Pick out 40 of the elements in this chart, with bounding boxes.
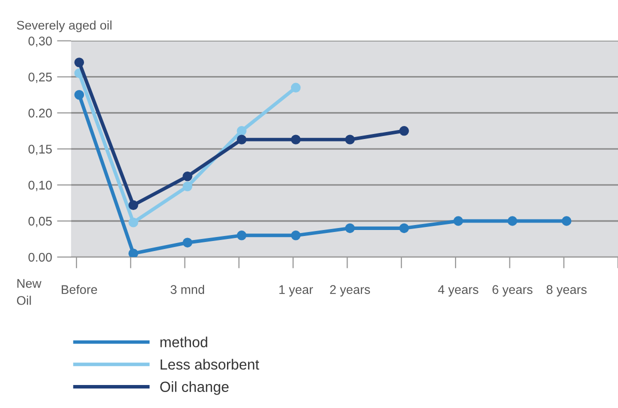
point xyxy=(236,134,247,144)
text: New Oil xyxy=(16,279,42,305)
point xyxy=(453,216,464,226)
x-tick-label: 6 years xyxy=(492,285,532,296)
legend-label: Less absorbent xyxy=(160,358,260,370)
point xyxy=(128,200,138,210)
point xyxy=(399,223,409,234)
point xyxy=(562,216,572,226)
point xyxy=(345,223,355,234)
point xyxy=(290,134,301,144)
point xyxy=(182,238,192,248)
x-tick-label: 3 mnd xyxy=(170,284,204,294)
y-tick-label: 0,15 xyxy=(28,144,52,156)
point xyxy=(508,216,518,226)
point xyxy=(128,248,138,258)
point xyxy=(128,218,138,228)
legend-label: Oil change xyxy=(160,381,229,395)
x-tick-label: 1 year xyxy=(279,285,313,296)
y-tick-label: 0.00 xyxy=(28,252,52,262)
point xyxy=(236,230,247,240)
point xyxy=(399,126,409,136)
legend-label: method xyxy=(160,336,208,348)
point xyxy=(182,182,192,192)
point xyxy=(236,126,247,136)
x-tick-label: 8 years xyxy=(546,285,587,296)
y-tick-label: 0.20 xyxy=(28,108,52,118)
x-tick-label: 2 years xyxy=(330,285,370,296)
y-tick-label: 0,25 xyxy=(28,72,52,83)
point xyxy=(290,82,301,93)
y-tick-label: 0,05 xyxy=(28,216,52,228)
point xyxy=(290,230,301,240)
point xyxy=(74,90,84,100)
x-tick-label: Before xyxy=(62,284,98,294)
y-axis-title: Severely aged oil xyxy=(16,20,112,32)
y-tick-label: 0,10 xyxy=(28,180,52,192)
point xyxy=(74,58,84,68)
x-tick-label: 4 years xyxy=(438,285,478,296)
y-tick-label: 0,30 xyxy=(28,36,52,47)
point xyxy=(345,134,355,144)
point xyxy=(182,171,192,182)
